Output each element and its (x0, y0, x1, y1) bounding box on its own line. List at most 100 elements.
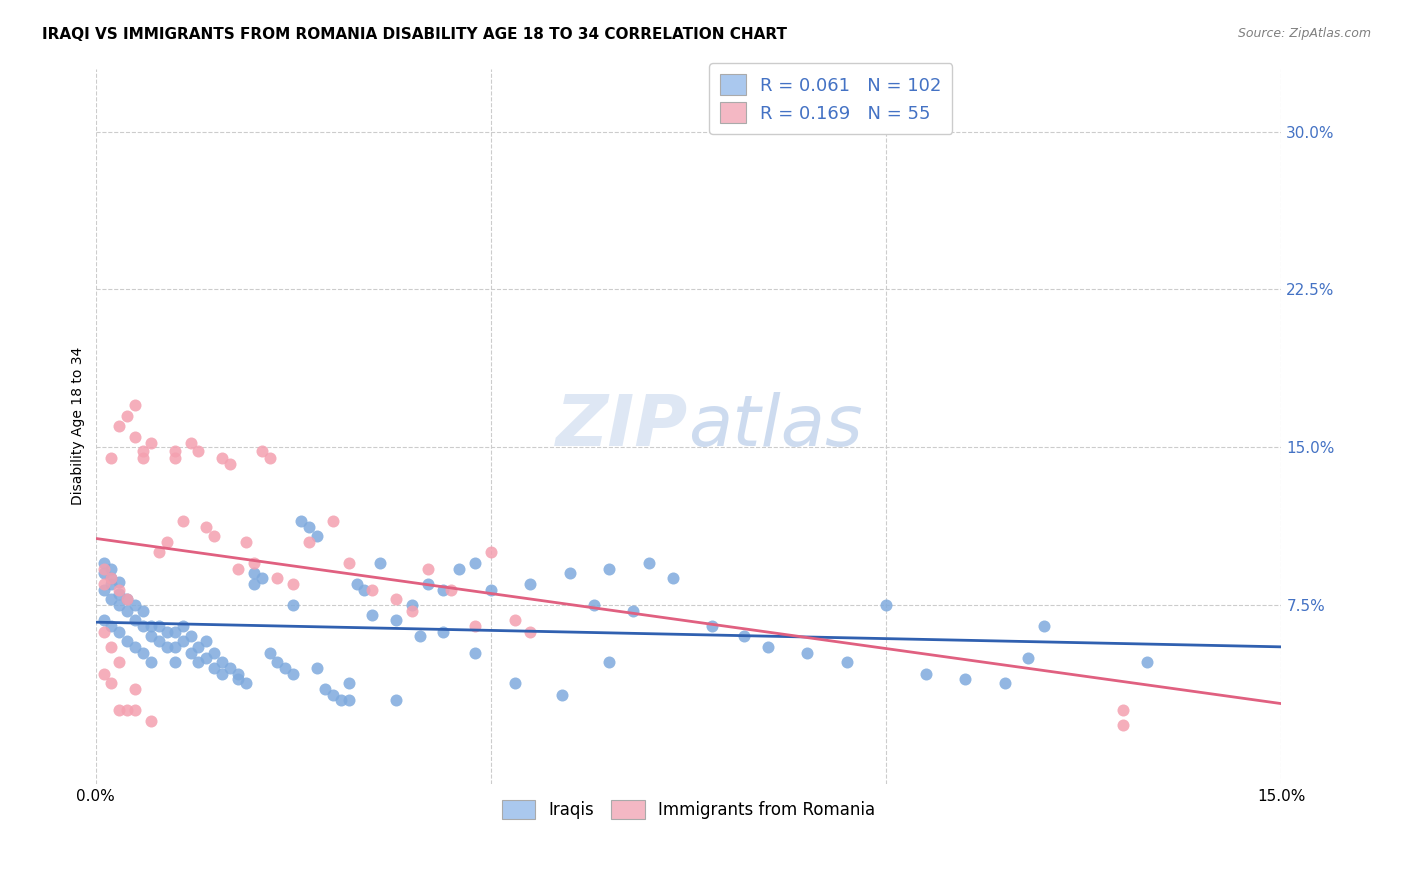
Point (250, 444, 273, 458)
Point (117, 409, 139, 423)
Point (100, 591, 122, 606)
Point (172, 514, 194, 528)
Point (322, 514, 344, 528)
Point (283, 598, 305, 612)
Point (796, 646, 818, 660)
Point (108, 703, 131, 717)
Point (108, 583, 131, 598)
Point (219, 661, 242, 675)
Point (337, 556, 360, 570)
Point (93, 625, 115, 640)
Point (108, 625, 131, 640)
Point (401, 598, 423, 612)
Point (93, 556, 115, 570)
Point (385, 591, 408, 606)
Point (353, 583, 375, 598)
Point (108, 587, 131, 601)
Point (132, 619, 155, 633)
Point (100, 675, 122, 690)
Point (211, 667, 233, 681)
Point (124, 703, 146, 717)
Point (416, 562, 439, 576)
Point (180, 436, 202, 450)
Point (464, 619, 486, 633)
Point (163, 450, 186, 465)
Point (132, 444, 155, 458)
Point (1017, 650, 1039, 665)
Point (558, 566, 581, 581)
Point (551, 689, 574, 703)
Point (172, 633, 194, 648)
Point (598, 655, 620, 669)
Point (195, 633, 218, 648)
Point (449, 562, 471, 576)
Point (733, 630, 755, 644)
Point (503, 613, 526, 627)
Point (202, 528, 225, 542)
Point (1112, 718, 1135, 732)
Point (953, 672, 976, 686)
Point (259, 450, 281, 465)
Point (148, 633, 170, 648)
Point (519, 577, 541, 591)
Point (124, 613, 146, 627)
Point (211, 655, 233, 669)
Point (132, 450, 155, 465)
Point (401, 604, 423, 618)
Point (202, 661, 225, 675)
Point (409, 630, 432, 644)
Point (139, 655, 162, 669)
Text: atlas: atlas (689, 392, 863, 460)
Point (187, 640, 209, 654)
Point (124, 430, 146, 444)
Point (329, 692, 352, 706)
Point (242, 577, 264, 591)
Point (226, 562, 249, 576)
Point (1112, 703, 1135, 717)
Point (124, 682, 146, 697)
Point (432, 625, 454, 640)
Point (235, 534, 257, 549)
Point (361, 583, 384, 598)
Point (100, 640, 122, 654)
Point (139, 714, 162, 728)
Point (93, 566, 115, 581)
Point (124, 398, 146, 412)
Point (259, 646, 281, 660)
Point (283, 577, 305, 591)
Point (132, 646, 155, 660)
Point (93, 667, 115, 681)
Point (298, 534, 321, 549)
Point (211, 450, 233, 465)
Point (266, 571, 288, 585)
Point (132, 604, 155, 618)
Point (621, 604, 644, 618)
Text: ZIP: ZIP (557, 392, 689, 460)
Point (100, 571, 122, 585)
Point (139, 436, 162, 450)
Point (163, 655, 186, 669)
Point (156, 640, 179, 654)
Point (108, 655, 131, 669)
Point (219, 457, 242, 471)
Point (242, 566, 264, 581)
Legend: Iraqis, Immigrants from Romania: Iraqis, Immigrants from Romania (495, 793, 882, 825)
Point (117, 604, 139, 618)
Point (994, 675, 1017, 690)
Point (226, 672, 249, 686)
Point (172, 619, 194, 633)
Point (100, 577, 122, 591)
Point (250, 571, 273, 585)
Point (117, 633, 139, 648)
Point (226, 667, 249, 681)
Point (124, 640, 146, 654)
Point (702, 619, 724, 633)
Point (163, 625, 186, 640)
Point (117, 703, 139, 717)
Point (756, 640, 779, 654)
Point (305, 661, 328, 675)
Point (440, 583, 463, 598)
Point (148, 545, 170, 559)
Point (479, 583, 502, 598)
Point (108, 574, 131, 589)
